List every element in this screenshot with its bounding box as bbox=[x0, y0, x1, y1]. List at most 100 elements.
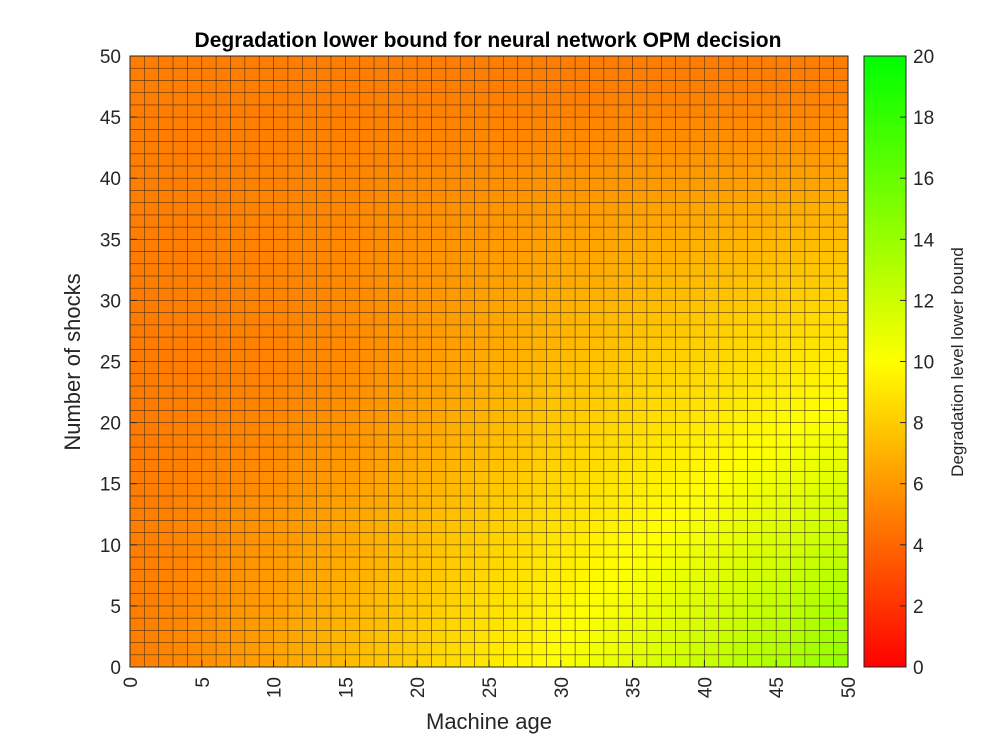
heatmap-cell bbox=[804, 446, 820, 460]
heatmap-cell bbox=[546, 422, 562, 436]
heatmap-cell bbox=[833, 654, 849, 668]
heatmap-cell bbox=[187, 251, 203, 265]
heatmap-cell bbox=[661, 446, 676, 460]
heatmap-cell bbox=[402, 385, 418, 399]
heatmap-cell bbox=[661, 434, 676, 448]
heatmap-cell bbox=[689, 410, 705, 423]
heatmap-cell bbox=[761, 116, 777, 130]
y-tick-label: 50 bbox=[100, 47, 121, 68]
heatmap-cell bbox=[158, 458, 174, 472]
heatmap-cell bbox=[574, 141, 590, 155]
heatmap-cell bbox=[330, 55, 346, 69]
heatmap-cell bbox=[617, 361, 633, 375]
heatmap-cell bbox=[503, 544, 519, 558]
heatmap-cell bbox=[718, 165, 734, 179]
heatmap-cell bbox=[574, 251, 590, 265]
heatmap-cell bbox=[215, 373, 231, 387]
heatmap-cell bbox=[732, 373, 748, 387]
heatmap-cell bbox=[388, 654, 404, 668]
heatmap-cell bbox=[172, 275, 188, 289]
heatmap-cell bbox=[402, 483, 418, 497]
heatmap-cell bbox=[129, 300, 145, 313]
heatmap-cell bbox=[201, 507, 217, 521]
heatmap-cell bbox=[704, 239, 720, 252]
heatmap-cell bbox=[187, 141, 203, 155]
heatmap-cell bbox=[330, 141, 346, 155]
heatmap-cell bbox=[445, 654, 461, 668]
heatmap-cell bbox=[158, 129, 174, 142]
heatmap-cell bbox=[603, 385, 619, 399]
heatmap-cell bbox=[517, 397, 533, 411]
heatmap-cell bbox=[474, 568, 490, 582]
heatmap-cell bbox=[818, 630, 834, 643]
heatmap-cell bbox=[129, 177, 145, 191]
heatmap-cell bbox=[431, 239, 447, 252]
heatmap-cell bbox=[517, 239, 533, 252]
x-tick-label: 25 bbox=[480, 677, 501, 698]
heatmap-cell bbox=[230, 177, 246, 191]
heatmap-cell bbox=[790, 348, 806, 362]
heatmap-cell bbox=[388, 605, 404, 619]
heatmap-cell bbox=[402, 581, 418, 594]
heatmap-cell bbox=[273, 190, 289, 203]
heatmap-cell bbox=[804, 263, 820, 277]
heatmap-cell bbox=[775, 507, 791, 521]
heatmap-cell bbox=[373, 397, 389, 411]
heatmap-cell bbox=[675, 568, 691, 582]
heatmap-cell bbox=[761, 287, 777, 301]
heatmap-cell bbox=[732, 495, 748, 509]
heatmap-cell bbox=[560, 129, 576, 142]
heatmap-cell bbox=[445, 397, 461, 411]
heatmap-cell bbox=[589, 532, 605, 546]
heatmap-cell bbox=[833, 141, 849, 155]
heatmap-cell bbox=[661, 226, 676, 240]
heatmap-cell bbox=[488, 251, 504, 265]
heatmap-cell bbox=[704, 507, 720, 521]
heatmap-cell bbox=[474, 544, 490, 558]
heatmap-cell bbox=[646, 422, 662, 436]
heatmap-cell bbox=[230, 239, 246, 252]
heatmap-cell bbox=[675, 654, 691, 668]
heatmap-cell bbox=[488, 312, 504, 326]
heatmap-cell bbox=[359, 67, 375, 81]
heatmap-cell bbox=[187, 422, 203, 436]
heatmap-cell bbox=[388, 324, 404, 338]
heatmap-cell bbox=[445, 202, 461, 216]
heatmap-cell bbox=[244, 336, 260, 350]
heatmap-cell bbox=[732, 324, 748, 338]
heatmap-cell bbox=[187, 165, 203, 179]
heatmap-cell bbox=[531, 556, 547, 570]
heatmap-cell bbox=[144, 397, 160, 411]
heatmap-cell bbox=[330, 336, 346, 350]
heatmap-cell bbox=[388, 92, 404, 106]
heatmap-cell bbox=[632, 80, 648, 93]
heatmap-cell bbox=[445, 410, 461, 423]
heatmap-cell bbox=[747, 361, 763, 375]
heatmap-cell bbox=[445, 385, 461, 399]
chart-title: Degradation lower bound for neural netwo… bbox=[195, 29, 782, 52]
heatmap-cell bbox=[546, 348, 562, 362]
heatmap-cell bbox=[804, 422, 820, 436]
heatmap-cell bbox=[459, 165, 475, 179]
heatmap-cell bbox=[617, 544, 633, 558]
heatmap-cell bbox=[172, 300, 188, 313]
heatmap-cell bbox=[632, 556, 648, 570]
heatmap-cell bbox=[747, 593, 763, 607]
heatmap-cell bbox=[589, 165, 605, 179]
heatmap-cell bbox=[818, 287, 834, 301]
heatmap-cell bbox=[416, 275, 432, 289]
heatmap-cell bbox=[244, 226, 260, 240]
heatmap-cell bbox=[747, 373, 763, 387]
heatmap-cell bbox=[287, 617, 303, 631]
heatmap-cell bbox=[258, 581, 274, 594]
heatmap-cell bbox=[345, 141, 361, 155]
heatmap-cell bbox=[330, 116, 346, 130]
heatmap-cell bbox=[589, 67, 605, 81]
heatmap-cell bbox=[230, 544, 246, 558]
heatmap-cell bbox=[416, 532, 432, 546]
heatmap-cell bbox=[474, 177, 490, 191]
heatmap-cell bbox=[560, 263, 576, 277]
heatmap-cell bbox=[302, 507, 317, 521]
heatmap-cell bbox=[258, 373, 274, 387]
heatmap-cell bbox=[718, 202, 734, 216]
